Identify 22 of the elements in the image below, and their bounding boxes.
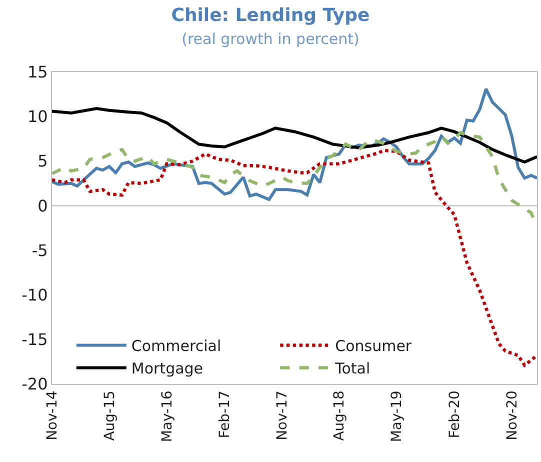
x-tick-label: Feb-20 (446, 390, 463, 438)
x-tick-label: May-16 (159, 390, 176, 442)
x-tick-label: Nov-17 (274, 390, 290, 440)
y-tick-label: 0 (38, 196, 48, 216)
y-tick-label: 10 (27, 107, 48, 126)
x-tick-label: Aug-18 (332, 390, 348, 441)
x-tick-label: Feb-17 (217, 390, 234, 438)
y-tick-label: 15 (27, 62, 48, 82)
y-tick-label: -10 (22, 285, 48, 304)
x-tick-label: Nov-20 (504, 390, 520, 440)
x-tick-label: Aug-15 (102, 390, 118, 441)
y-tick-label: -15 (22, 330, 48, 350)
x-tick-label: May-19 (389, 390, 405, 442)
chart-title: Chile: Lending Type (171, 4, 370, 26)
chart-subtitle: (real growth in percent) (182, 30, 360, 48)
legend-label: Consumer (335, 337, 412, 356)
legend-label: Commercial (131, 337, 222, 356)
line-series (52, 107, 537, 164)
legend-label: Mortgage (131, 360, 204, 378)
y-tick-label: -5 (32, 240, 48, 260)
y-tick-label: 5 (38, 152, 48, 171)
legend-label: Total (334, 360, 370, 378)
